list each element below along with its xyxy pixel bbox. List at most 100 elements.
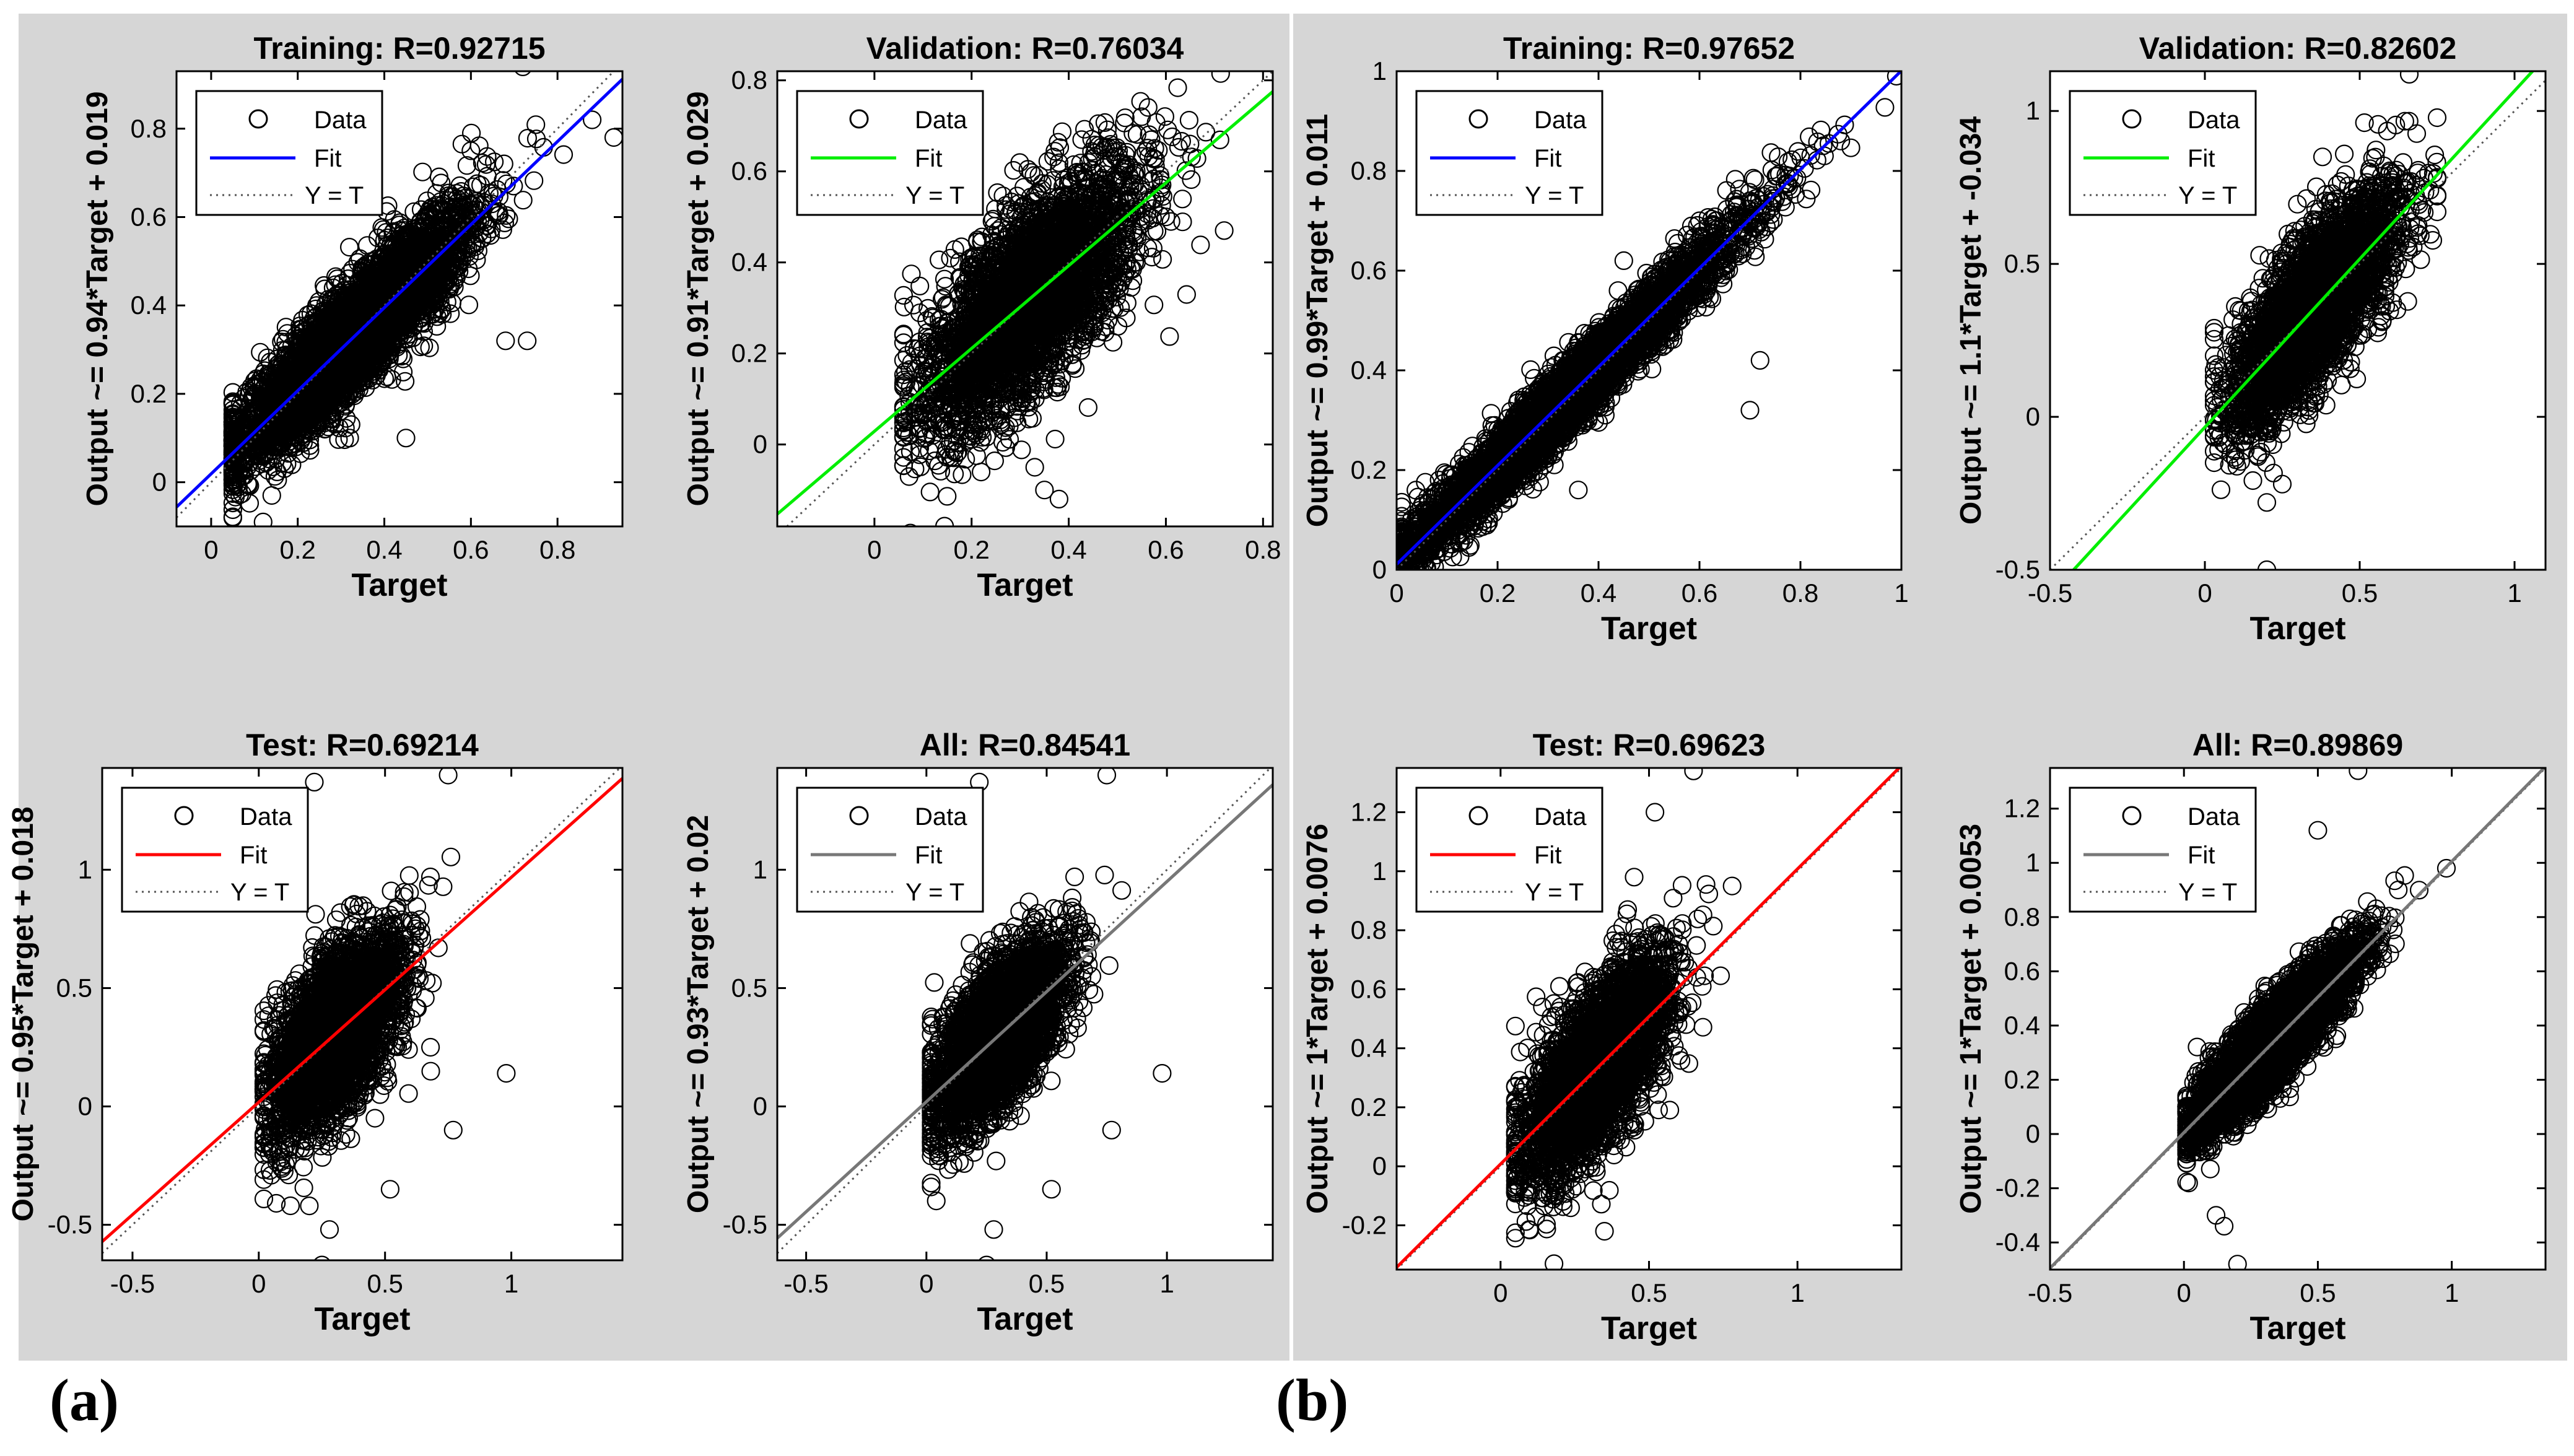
data-point <box>321 385 341 404</box>
data-point <box>399 281 419 300</box>
data-point <box>377 223 396 242</box>
data-point <box>241 393 261 412</box>
data-point <box>305 394 325 413</box>
data-point <box>271 385 290 404</box>
data-point <box>326 380 346 399</box>
data-point <box>286 434 305 453</box>
data-point <box>412 265 432 284</box>
data-point <box>411 212 430 232</box>
data-point <box>324 359 343 378</box>
data-point <box>388 312 408 332</box>
data-point <box>230 394 250 413</box>
data-point <box>223 484 243 503</box>
data-point <box>287 342 307 362</box>
data-point <box>223 493 243 513</box>
data-point <box>471 201 490 220</box>
data-point <box>279 417 299 437</box>
data-point <box>352 342 372 362</box>
data-point <box>460 246 479 266</box>
data-point <box>420 338 439 357</box>
data-point <box>457 218 476 237</box>
panel-divider <box>1289 0 1293 1362</box>
data-point <box>257 395 276 414</box>
data-point <box>315 279 334 299</box>
data-point <box>348 253 367 272</box>
data-point <box>307 307 326 326</box>
data-point <box>251 342 270 362</box>
data-point <box>223 470 243 489</box>
data-point <box>414 322 433 341</box>
data-point <box>286 326 305 346</box>
data-point <box>457 156 476 175</box>
data-point <box>378 275 398 295</box>
data-point <box>283 421 302 440</box>
data-point <box>409 261 428 280</box>
data-point <box>396 259 416 279</box>
data-point <box>386 311 405 330</box>
data-point <box>378 236 397 255</box>
data-point <box>526 129 546 149</box>
data-point <box>432 202 452 221</box>
data-point <box>339 377 358 397</box>
data-point <box>354 367 373 386</box>
data-point <box>361 294 380 313</box>
data-point <box>386 321 406 340</box>
data-point <box>241 461 260 481</box>
data-point <box>476 155 495 174</box>
data-point <box>461 266 480 286</box>
data-point <box>265 430 284 450</box>
data-point <box>338 359 357 378</box>
data-point <box>422 198 442 217</box>
data-point <box>394 276 413 295</box>
data-point <box>383 334 403 353</box>
data-point <box>341 415 360 434</box>
data-point <box>525 171 544 190</box>
data-point <box>321 362 341 381</box>
data-point <box>554 145 574 164</box>
data-point <box>304 348 323 367</box>
data-point <box>347 310 367 329</box>
data-point <box>327 286 346 305</box>
data-point <box>372 248 391 267</box>
data-point <box>442 294 461 313</box>
data-point <box>357 316 376 335</box>
data-point <box>413 280 432 299</box>
data-point <box>223 429 243 448</box>
data-point <box>396 372 415 391</box>
data-point <box>223 404 243 424</box>
data-point <box>339 269 358 289</box>
data-point <box>465 237 485 256</box>
data-point <box>326 293 345 313</box>
data-point <box>468 174 487 193</box>
data-point <box>440 222 459 241</box>
data-point <box>375 318 395 338</box>
data-point <box>223 409 243 428</box>
data-point <box>362 330 382 349</box>
data-point <box>306 299 325 318</box>
data-point <box>260 352 280 372</box>
data-point <box>499 209 518 229</box>
data-point <box>526 115 546 134</box>
data-point <box>349 298 368 317</box>
data-point <box>340 368 359 388</box>
data-point <box>224 477 243 496</box>
data-point <box>223 508 242 526</box>
data-point <box>484 152 504 172</box>
data-point <box>295 399 314 419</box>
data-point <box>277 454 297 474</box>
data-point <box>369 276 388 295</box>
data-point <box>438 186 458 206</box>
data-point <box>425 299 445 318</box>
data-point <box>513 191 533 210</box>
data-point <box>518 128 538 148</box>
data-point <box>302 346 321 365</box>
data-point <box>275 459 294 478</box>
data-point <box>337 409 356 428</box>
data-point <box>494 171 513 190</box>
data-point <box>371 331 390 350</box>
data-point <box>362 287 381 307</box>
data-point <box>452 212 471 232</box>
data-point <box>315 413 334 433</box>
